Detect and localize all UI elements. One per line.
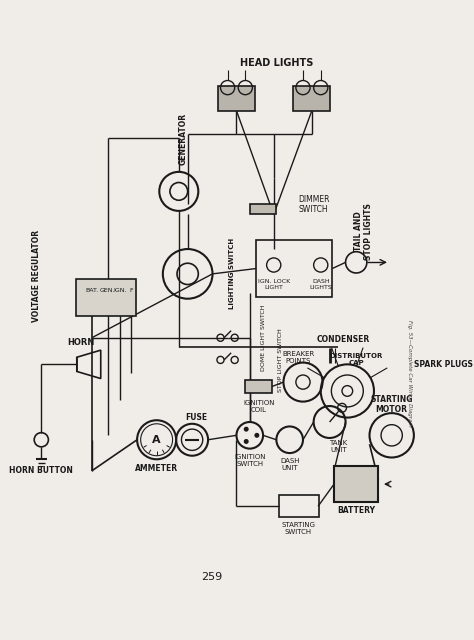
Text: AMMETER: AMMETER [135,463,178,472]
Circle shape [245,440,248,444]
Text: STOP LIGHT SWITCH: STOP LIGHT SWITCH [278,328,283,392]
Text: GEN.: GEN. [100,288,116,293]
Circle shape [255,433,259,437]
Text: IGNITION
COIL: IGNITION COIL [243,399,274,413]
Text: CONDENSER: CONDENSER [316,335,370,344]
Bar [256,240,332,298]
Text: DOME LIGHT SWITCH: DOME LIGHT SWITCH [261,305,265,371]
Text: DASH
UNIT: DASH UNIT [280,458,300,471]
Text: BATTERY: BATTERY [337,506,375,515]
Text: VOLTAGE REGULATOR: VOLTAGE REGULATOR [32,230,41,322]
Text: TANK
UNIT: TANK UNIT [329,440,347,453]
Text: GENERATOR: GENERATOR [179,113,188,164]
Text: DASH
LIGHTS: DASH LIGHTS [310,279,332,290]
Bar [279,495,319,517]
Text: IGNITION
SWITCH: IGNITION SWITCH [234,454,265,467]
Bar [293,86,330,111]
Text: A: A [152,435,161,445]
Bar [218,86,255,111]
Text: F: F [129,288,133,293]
Bar [246,380,272,393]
Bar [250,204,276,214]
Text: TAIL AND
STOP LIGHTS: TAIL AND STOP LIGHTS [354,203,373,260]
Text: DISTRIBUTOR
CAP: DISTRIBUTOR CAP [329,353,383,367]
Text: IGN.: IGN. [113,288,127,293]
Text: FUSE: FUSE [185,413,208,422]
Bar [76,279,136,316]
Text: LIGHTING SWITCH: LIGHTING SWITCH [229,238,235,309]
Text: HORN: HORN [67,338,95,347]
Circle shape [245,428,248,431]
Text: STARTING
MOTOR: STARTING MOTOR [371,395,413,414]
Text: IGN. LOCK
LIGHT: IGN. LOCK LIGHT [257,279,290,290]
Text: SPARK PLUGS: SPARK PLUGS [414,360,473,369]
Text: BAT.: BAT. [85,288,99,293]
Text: Fig. 53—Complete Car Wiring Diagram: Fig. 53—Complete Car Wiring Diagram [407,320,412,427]
Text: DIMMER
SWITCH: DIMMER SWITCH [299,195,330,214]
Text: HEAD LIGHTS: HEAD LIGHTS [240,58,313,68]
Bar [334,467,378,502]
Text: HORN BUTTON: HORN BUTTON [9,467,73,476]
Text: BREAKER
POINTS: BREAKER POINTS [283,351,315,364]
Text: 259: 259 [201,572,222,582]
Text: STARTING
SWITCH: STARTING SWITCH [282,522,316,535]
